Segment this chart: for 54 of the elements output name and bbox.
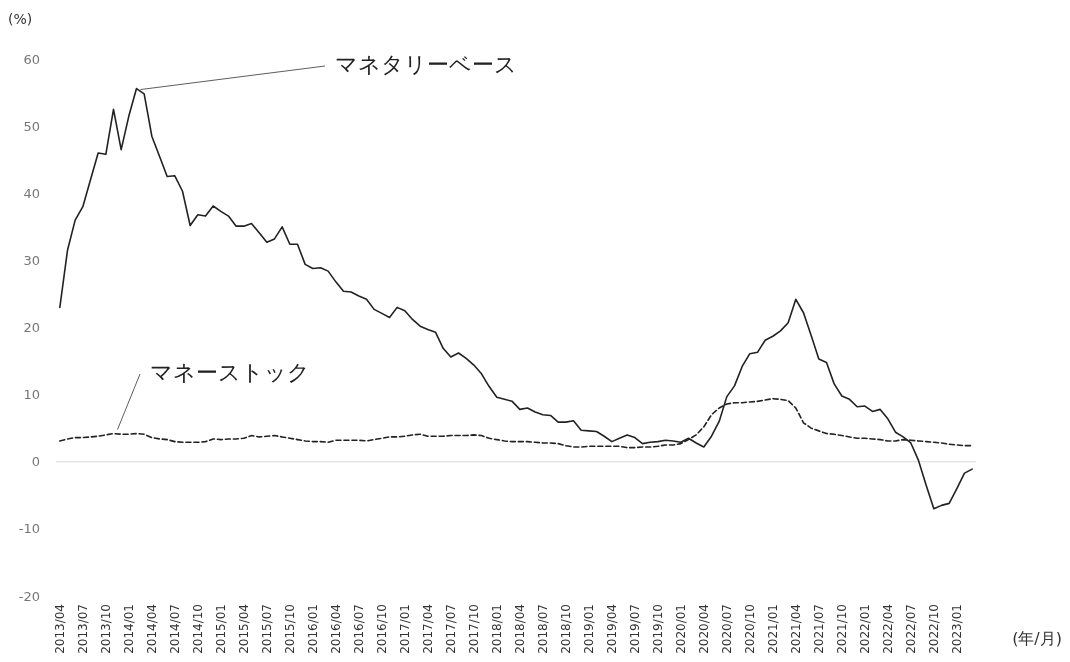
text: マネーストック <box>150 360 310 385</box>
x-tick-label: 2015/07 <box>259 604 274 654</box>
x-tick-label: 2023/01 <box>949 604 964 654</box>
x-tick-label: 2015/10 <box>282 604 297 654</box>
x-tick-label: 2017/04 <box>420 604 435 654</box>
x-tick-label: 2021/07 <box>811 604 826 654</box>
x-tick-label: 2015/01 <box>213 604 228 654</box>
x-tick-label: 2013/10 <box>98 604 113 654</box>
x-tick-label: 2013/04 <box>52 604 67 654</box>
y-axis-title: (%) <box>8 11 33 27</box>
x-tick-label: 2017/07 <box>443 604 458 654</box>
text: マネタリーベース <box>335 52 517 77</box>
x-tick-label: 2016/04 <box>328 604 343 654</box>
x-tick-label: 2020/01 <box>673 604 688 654</box>
x-tick-label: 2020/04 <box>696 604 711 654</box>
line-series <box>59 87 973 510</box>
x-tick-label: 2020/10 <box>742 604 757 654</box>
x-tick-label: 2019/01 <box>581 604 596 654</box>
x-tick-label: 2021/01 <box>765 604 780 654</box>
x-tick-label: 2014/04 <box>144 604 159 654</box>
x-tick-label: 2019/04 <box>604 604 619 654</box>
x-tick-label: 2015/04 <box>236 604 251 654</box>
y-tick-label: -10 <box>18 521 40 537</box>
x-tick-label: 2014/10 <box>190 604 205 654</box>
x-tick-label: 2016/07 <box>351 604 366 654</box>
x-tick-label: 2019/07 <box>627 604 642 654</box>
x-tick-label: 2016/10 <box>374 604 389 654</box>
x-tick-label: 2022/01 <box>857 604 872 654</box>
x-tick-label: 2017/10 <box>466 604 481 654</box>
y-tick-label: 20 <box>23 320 40 336</box>
y-tick-label: 40 <box>23 185 40 201</box>
x-tick-label: 2022/10 <box>926 604 941 654</box>
x-tick-label: 2018/07 <box>535 604 550 654</box>
y-tick-label: 0 <box>31 454 40 470</box>
y-tick-label: 60 <box>23 51 40 67</box>
x-axis-title: (年/月) <box>1012 629 1062 648</box>
x-tick-label: 2014/07 <box>167 604 182 654</box>
y-tick-label: 50 <box>23 118 40 134</box>
x-tick-label: 2017/01 <box>397 604 412 654</box>
x-tick-label: 2022/07 <box>903 604 918 654</box>
y-tick-label: 30 <box>23 252 40 268</box>
x-tick-label: 2022/04 <box>880 604 895 654</box>
x-tick-label: 2014/01 <box>121 604 136 654</box>
x-tick-label: 2020/07 <box>719 604 734 654</box>
x-tick-label: 2021/04 <box>788 604 803 654</box>
x-tick-label: 2018/04 <box>512 604 527 654</box>
y-tick-label: -20 <box>18 588 40 604</box>
x-tick-label: 2021/10 <box>834 604 849 654</box>
x-tick-label: 2018/10 <box>558 604 573 654</box>
x-tick-label: 2013/07 <box>75 604 90 654</box>
y-tick-label: 10 <box>23 387 40 403</box>
x-tick-label: 2019/10 <box>650 604 665 654</box>
x-tick-label: 2018/01 <box>489 604 504 654</box>
x-tick-label: 2016/01 <box>305 604 320 654</box>
